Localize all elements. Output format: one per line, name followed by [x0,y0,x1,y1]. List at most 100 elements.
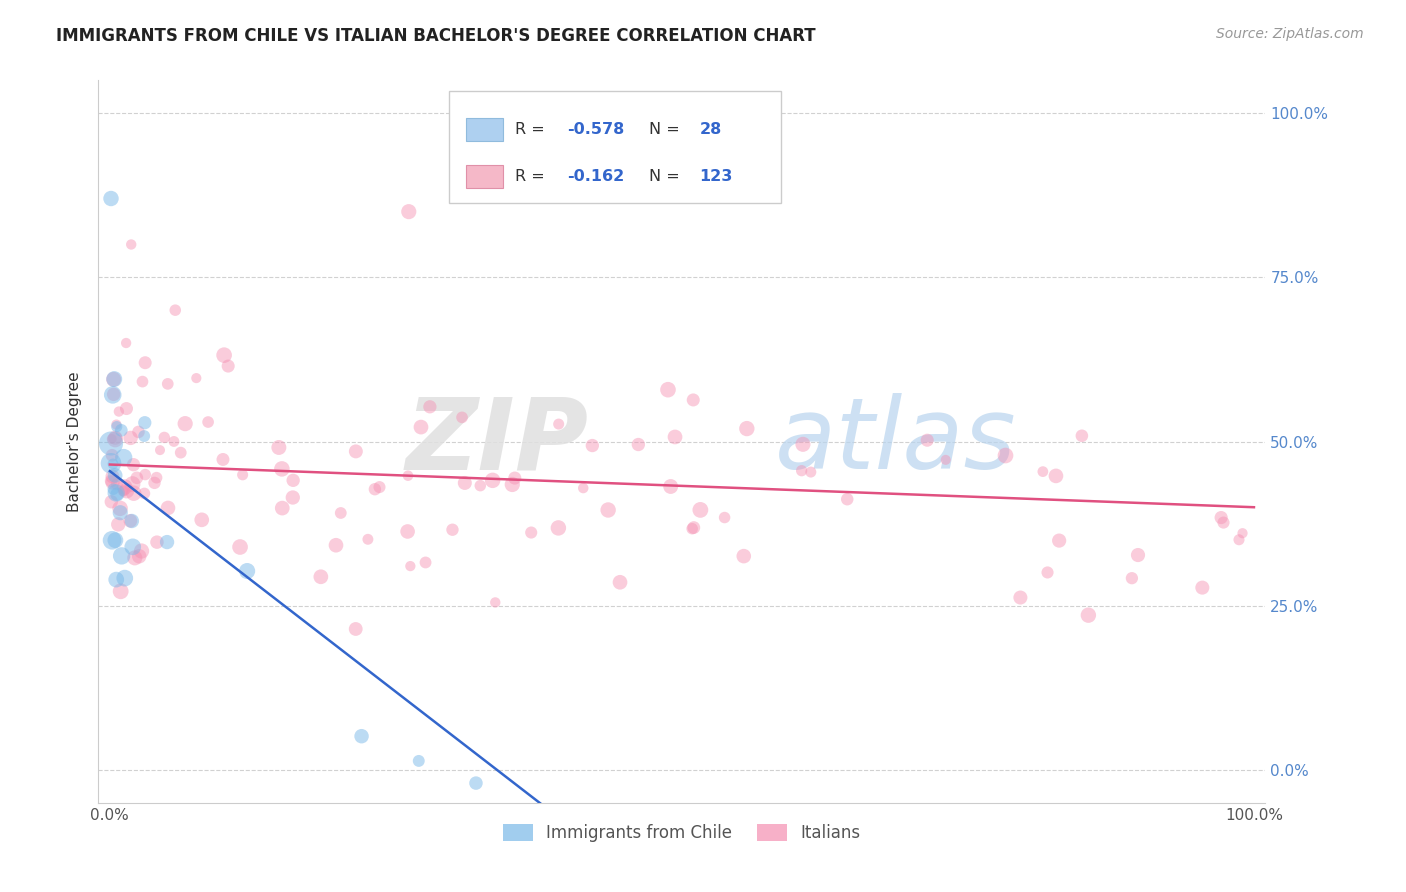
Text: R =: R = [515,122,550,136]
Point [101,448,124,462]
Point [790,464,813,478]
Point [350,729,373,743]
Point [111,484,134,499]
Text: 28: 28 [699,122,721,136]
Point [481,474,503,488]
Point [325,538,347,552]
Point [170,445,193,459]
Point [145,471,167,485]
Text: ZIP: ZIP [405,393,589,490]
Point [800,465,823,479]
Point [104,431,127,445]
Point [134,467,156,482]
Point [520,525,543,540]
Point [470,478,492,492]
Y-axis label: Bachelor's Degree: Bachelor's Degree [67,371,83,512]
Point [212,348,235,362]
Point [1212,516,1234,530]
Point [143,475,166,490]
Point [270,462,292,476]
Point [217,359,239,373]
Point [115,483,138,498]
Point [598,503,620,517]
Point [101,469,124,483]
Point [501,477,523,491]
Point [134,486,156,500]
Point [357,533,380,547]
Point [112,483,135,498]
Point [1126,548,1149,562]
Point [733,549,755,563]
Point [105,477,128,491]
Point [128,549,150,564]
Point [572,481,595,495]
Point [484,595,506,609]
Point [124,550,146,565]
Point [101,475,124,490]
Point [100,456,122,470]
Point [271,501,294,516]
Point [111,549,134,563]
Point [399,559,422,574]
Point [364,482,387,496]
Point [197,415,219,429]
Point [659,479,682,493]
Point [465,776,488,790]
Point [112,450,135,465]
Point [105,487,128,501]
Point [409,420,432,434]
Point [1227,533,1250,547]
Point [165,303,187,318]
Point [104,533,127,548]
Point [120,431,142,445]
Point [627,437,650,451]
Point [122,486,145,500]
Point [419,400,441,414]
Point [682,392,704,407]
Point [344,444,367,458]
Text: R =: R = [515,169,550,184]
FancyBboxPatch shape [449,91,782,203]
Point [134,416,156,430]
Point [107,517,129,532]
Text: atlas: atlas [775,393,1017,490]
Point [125,471,148,485]
Text: Source: ZipAtlas.com: Source: ZipAtlas.com [1216,27,1364,41]
Point [681,522,703,536]
Point [329,506,352,520]
Point [398,204,420,219]
Point [115,336,138,351]
Point [547,521,569,535]
Point [146,535,169,549]
Text: IMMIGRANTS FROM CHILE VS ITALIAN BACHELOR'S DEGREE CORRELATION CHART: IMMIGRANTS FROM CHILE VS ITALIAN BACHELO… [56,27,815,45]
Point [131,375,153,389]
Point [121,477,143,491]
Text: -0.162: -0.162 [568,169,624,184]
Point [103,387,125,401]
Point [344,622,367,636]
Point [664,430,686,444]
Point [713,510,735,524]
Point [309,570,332,584]
Point [105,417,128,432]
Point [131,544,153,558]
Point [609,575,631,590]
Point [149,443,172,458]
Point [281,474,304,488]
Point [915,434,938,448]
Point [735,421,758,435]
Point [1121,571,1143,585]
Point [689,503,711,517]
Point [1077,608,1099,623]
Point [837,492,859,507]
Point [657,383,679,397]
Point [128,425,150,439]
Point [174,417,197,431]
Point [1010,591,1032,605]
Point [408,754,430,768]
Point [108,501,131,516]
Point [454,475,477,490]
Point [153,430,176,444]
Point [114,480,136,494]
Point [122,458,145,472]
